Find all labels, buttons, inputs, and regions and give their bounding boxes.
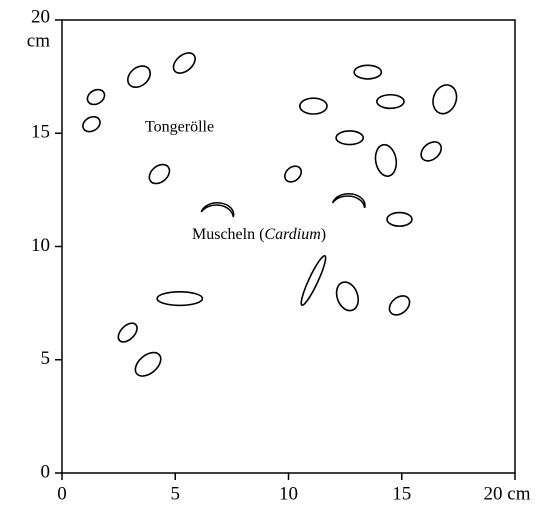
annotation: Tongerölle	[145, 119, 214, 136]
y-tick-label: 15	[31, 122, 50, 143]
x-tick-label: 0	[57, 483, 67, 504]
pebble	[299, 97, 328, 115]
annotation: Muscheln (Cardium)	[192, 226, 326, 243]
pebble	[353, 64, 383, 80]
pebble	[374, 143, 398, 177]
pebble	[134, 351, 162, 377]
pebble	[388, 295, 411, 316]
pebble	[156, 290, 204, 307]
pebble	[300, 254, 327, 306]
pebble	[284, 165, 303, 183]
pebble	[148, 163, 171, 185]
annotation-part: )	[321, 226, 326, 243]
x-tick-label: 5	[171, 483, 181, 504]
x-tick-label: 20 cm	[484, 483, 531, 504]
pebble	[386, 211, 413, 227]
pebble	[376, 93, 405, 110]
x-tick-label: 15	[392, 483, 411, 504]
y-tick-label: 0	[41, 461, 51, 482]
pebble	[82, 115, 101, 133]
pebble	[335, 281, 360, 312]
shell	[200, 202, 235, 218]
pebble	[127, 65, 151, 89]
pebble	[335, 130, 365, 146]
y-unit: cm	[27, 30, 50, 51]
plot-frame	[61, 19, 516, 474]
pebble	[432, 84, 458, 115]
y-tick-label: 20	[31, 6, 50, 27]
annotation-part: Cardium	[264, 226, 320, 243]
shell	[331, 192, 366, 209]
pebble	[86, 88, 106, 106]
annotation-part: Muscheln (	[192, 226, 264, 243]
y-tick-label: 5	[41, 348, 51, 369]
x-tick-label: 10	[279, 483, 298, 504]
y-tick-label: 10	[31, 235, 50, 256]
pebble	[420, 141, 443, 162]
pebble	[172, 52, 196, 74]
pebble	[117, 322, 138, 343]
